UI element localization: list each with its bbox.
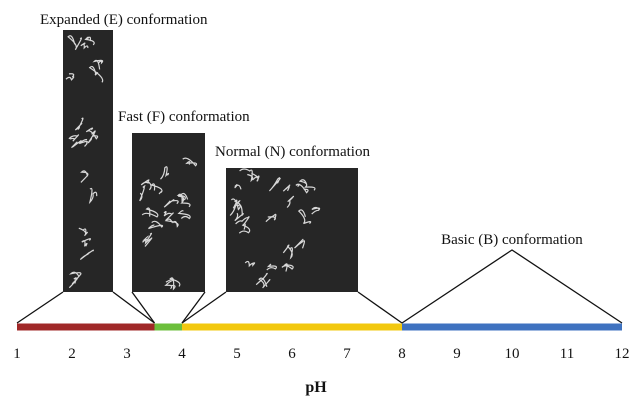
conformation-label: Basic (B) conformation — [441, 232, 583, 248]
tick-label: 10 — [505, 346, 520, 362]
ph-range-segment — [402, 324, 622, 331]
conformation-label: Normal (N) conformation — [215, 144, 370, 160]
connector — [358, 292, 402, 323]
tick-label: 8 — [398, 346, 406, 362]
structure-image — [226, 168, 358, 292]
connector — [113, 292, 155, 323]
tick-label: 7 — [343, 346, 351, 362]
axis-title: pH — [305, 379, 327, 396]
tick-label: 12 — [615, 346, 630, 362]
tick-label: 6 — [288, 346, 296, 362]
tick-label: 1 — [13, 346, 21, 362]
ph-range-segment — [17, 324, 155, 331]
connector — [182, 292, 205, 323]
basic-triangle — [402, 250, 622, 323]
tick-label: 3 — [123, 346, 131, 362]
tick-label: 9 — [453, 346, 461, 362]
connector — [17, 292, 63, 323]
connector — [132, 292, 155, 323]
conformation-label: Fast (F) conformation — [118, 109, 250, 125]
connector — [182, 292, 226, 323]
tick-label: 2 — [68, 346, 76, 362]
ph-range-segment — [155, 324, 183, 331]
structure-image — [132, 133, 205, 292]
conformation-label: Expanded (E) conformation — [40, 12, 208, 28]
ph-conformation-diagram: pH 123456789101112Expanded (E) conformat… — [0, 0, 630, 401]
tick-label: 11 — [560, 346, 574, 362]
tick-label: 4 — [178, 346, 186, 362]
tick-label: 5 — [233, 346, 241, 362]
ph-range-segment — [182, 324, 402, 331]
